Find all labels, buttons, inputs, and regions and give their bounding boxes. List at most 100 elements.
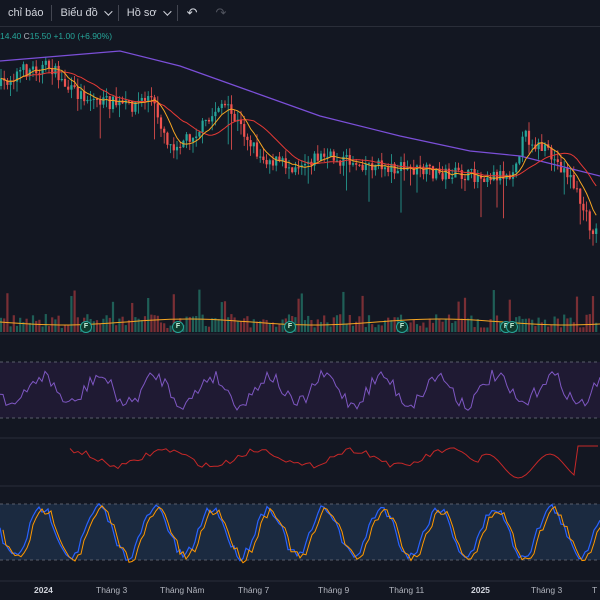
volume-bar <box>303 320 307 332</box>
candle-body <box>127 100 131 102</box>
candle-body <box>201 120 204 133</box>
volume-bar <box>422 322 425 332</box>
volume-bar <box>28 322 31 332</box>
volume-bar <box>355 321 358 332</box>
candle-body <box>515 163 518 173</box>
candle-body <box>303 163 307 166</box>
candle-body <box>521 136 524 157</box>
candle-body <box>524 130 527 137</box>
candle-body <box>396 170 399 174</box>
candle-body <box>140 97 143 101</box>
candle-body <box>95 98 99 100</box>
event-badge[interactable]: F <box>284 321 296 333</box>
candle-body <box>553 159 556 161</box>
volume-bar <box>319 321 323 332</box>
candle-body <box>316 153 319 161</box>
volume-bar <box>297 298 300 332</box>
profile-menu-button[interactable]: Hồ sơ <box>119 0 177 26</box>
candle-body <box>486 177 489 183</box>
volume-bar <box>495 315 499 332</box>
event-badge[interactable]: F <box>396 321 408 333</box>
candle-body <box>73 85 76 88</box>
volume-bar <box>415 324 419 332</box>
volume-bar <box>431 322 435 332</box>
candle-body <box>502 171 505 179</box>
volume-bar <box>476 319 479 332</box>
volume-bar <box>492 290 495 332</box>
volume-bar <box>559 327 563 332</box>
candle-body <box>275 156 278 166</box>
volume-bar <box>169 325 172 332</box>
volume-bar <box>6 293 9 332</box>
candle-body <box>111 96 115 110</box>
candle-body <box>419 165 422 167</box>
indicators-button[interactable]: chỉ báo <box>0 0 51 26</box>
candle-body <box>83 91 86 102</box>
rsi-band <box>0 362 600 418</box>
volume-bar <box>230 314 233 332</box>
candle-body <box>572 174 575 189</box>
redo-icon[interactable]: ↷ <box>215 5 227 20</box>
volume-bar <box>67 325 70 332</box>
volume-bar <box>163 323 166 332</box>
candle-body <box>207 119 211 122</box>
candle-body <box>19 69 22 72</box>
volume-bar <box>534 326 537 332</box>
candle-body <box>76 87 79 99</box>
volume-bar <box>438 318 441 332</box>
x-axis-label: Tháng Năm <box>160 585 205 595</box>
candle-body <box>147 96 150 101</box>
volume-bar <box>124 325 127 332</box>
candle-body <box>239 119 243 125</box>
volume-bar <box>0 317 3 332</box>
volume-bar <box>259 321 262 332</box>
candle-body <box>195 136 198 139</box>
undo-icon[interactable]: ↶ <box>186 5 198 20</box>
ma-long-line <box>0 50 600 177</box>
ohlc-legend: 14.40 C15.50 +1.00 (+6.90%) <box>0 31 112 41</box>
candle-body <box>220 103 223 109</box>
volume-bar <box>92 321 95 332</box>
volume-bar <box>342 291 345 332</box>
candle-body <box>313 153 316 166</box>
candle-body <box>451 177 454 179</box>
volume-bar <box>38 319 41 332</box>
volume-bar <box>300 293 303 332</box>
price-chart[interactable] <box>0 26 600 586</box>
volume-bar <box>380 325 383 332</box>
candle-body <box>255 142 259 157</box>
candle-body <box>172 144 175 151</box>
volume-bar <box>409 322 412 332</box>
chevron-down-icon <box>103 7 113 16</box>
volume-bar <box>582 327 585 332</box>
candle-body <box>518 156 521 164</box>
chart-menu-button[interactable]: Biểu đồ <box>52 0 117 26</box>
candle-body <box>31 66 35 70</box>
volume-bar <box>198 289 201 332</box>
candle-body <box>287 167 291 169</box>
volume-bar <box>550 324 553 332</box>
candle-body <box>403 162 406 170</box>
candle-body <box>102 97 105 105</box>
volume-bar <box>12 315 15 332</box>
volume-bar <box>367 315 371 332</box>
change-value: +1.00 (+6.90%) <box>53 31 113 41</box>
volume-bar <box>326 322 329 332</box>
volume-bar <box>374 327 377 332</box>
event-badge[interactable]: F <box>172 321 184 333</box>
toolbar-divider <box>117 5 119 21</box>
volume-bar <box>19 317 22 332</box>
event-badge[interactable]: F <box>80 321 92 333</box>
volume-bar <box>159 322 163 332</box>
candle-body <box>92 98 95 100</box>
candle-body <box>169 144 172 146</box>
volume-bar <box>137 318 140 332</box>
volume-bar <box>217 318 220 332</box>
candle-body <box>566 168 569 178</box>
event-badge[interactable]: F <box>506 321 518 333</box>
volume-bar <box>236 321 239 332</box>
volume-bar <box>95 320 99 332</box>
volume-bar <box>150 314 153 332</box>
candle-body <box>463 178 467 181</box>
volume-bar <box>191 316 195 332</box>
